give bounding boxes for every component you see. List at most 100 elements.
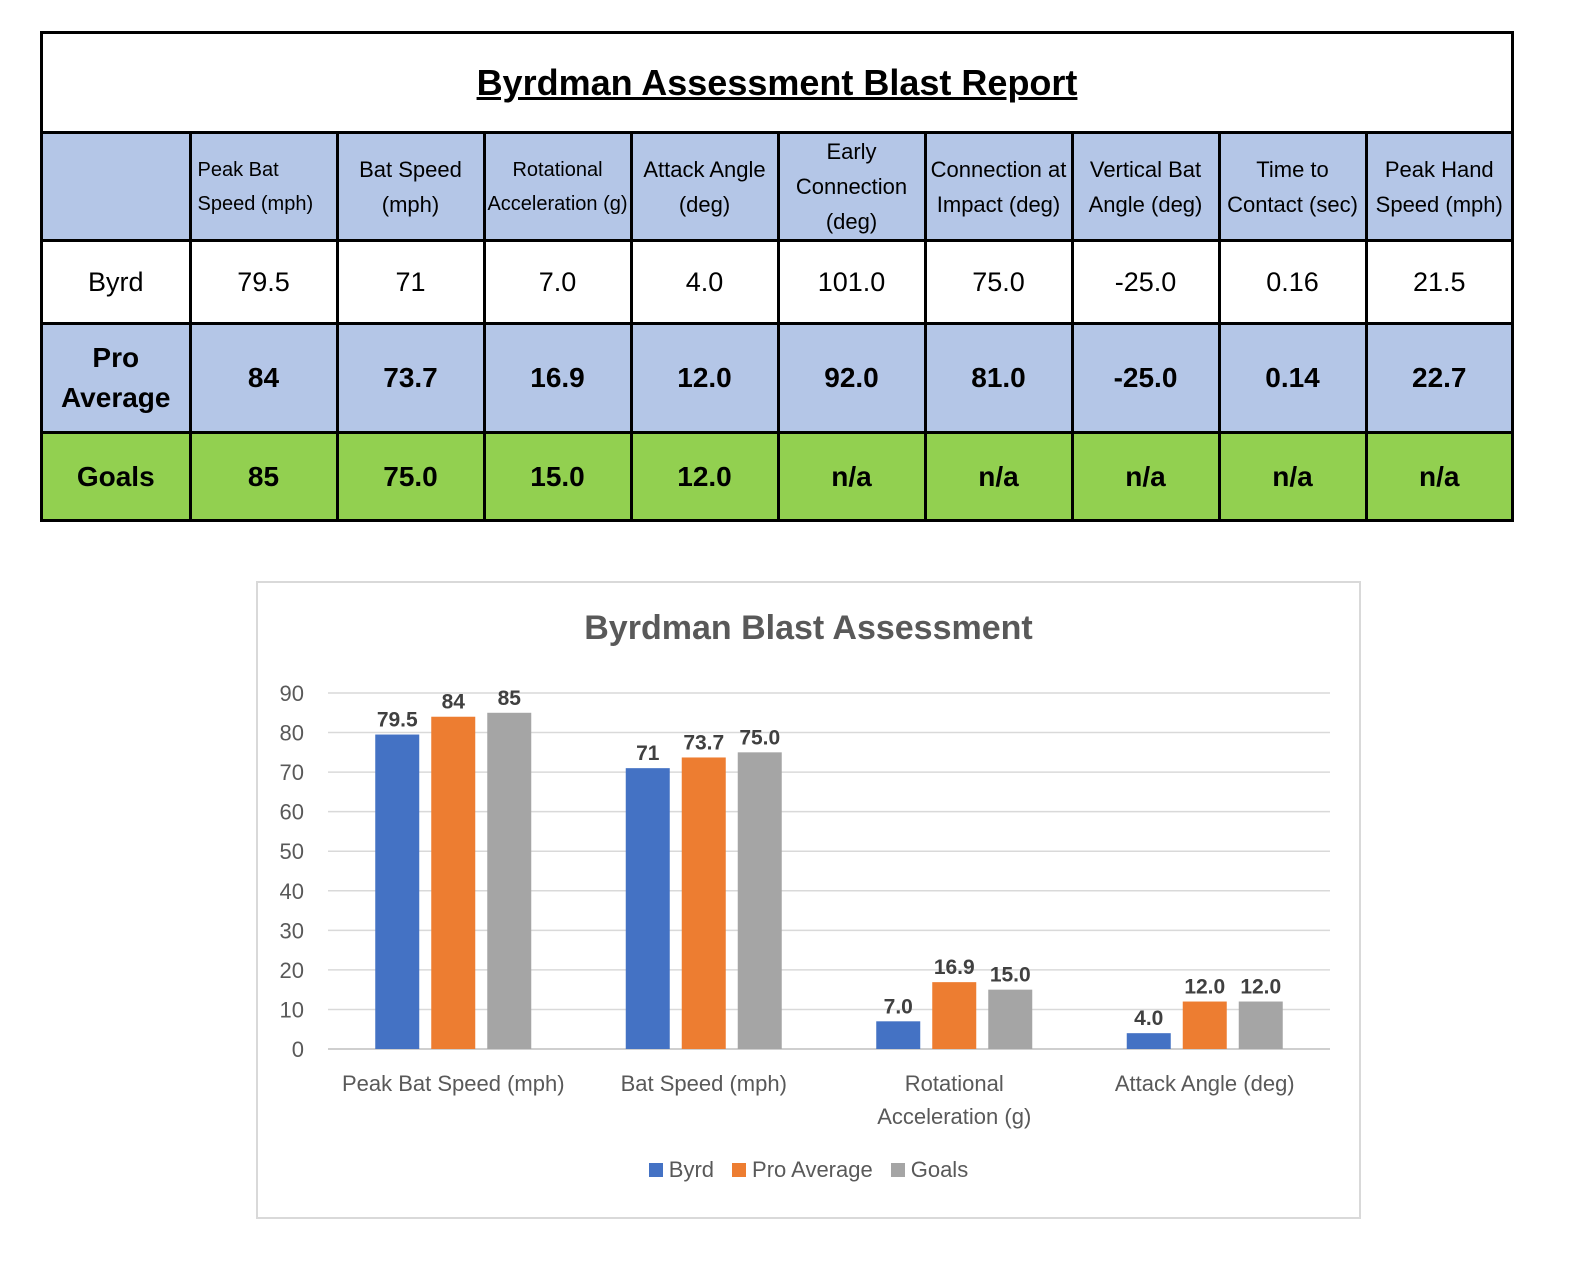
- bar: [1238, 1001, 1283, 1049]
- header-cell-time-to-contact: Time to Contact (sec): [1219, 134, 1368, 242]
- legend-item: Goals: [890, 1157, 969, 1183]
- table-cell: 4.0: [631, 240, 780, 325]
- bar: [737, 752, 782, 1049]
- data-label: 71: [636, 742, 660, 765]
- table-row-byrd: Byrd 79.5 71 7.0 4.0 101.0 75.0 -25.0 0.…: [43, 240, 1511, 325]
- table-cell: 16.9: [484, 323, 633, 434]
- bar: [375, 734, 420, 1049]
- header-row: Peak Bat Speed (mph) Bat Speed (mph) Rot…: [43, 134, 1511, 242]
- table-cell: n/a: [925, 432, 1074, 519]
- bar: [876, 1021, 921, 1049]
- table-cell: 0.16: [1219, 240, 1368, 325]
- legend-item: Byrd: [648, 1157, 715, 1183]
- table-cell: 79.5: [190, 240, 339, 325]
- x-tick-label: Rotational: [905, 1071, 1004, 1096]
- y-tick-label: 30: [280, 918, 304, 943]
- bar: [932, 982, 977, 1049]
- data-label: 75.0: [739, 726, 780, 749]
- row-label-byrd: Byrd: [43, 240, 192, 325]
- table-cell: 84: [190, 323, 339, 434]
- y-tick-label: 20: [280, 958, 304, 983]
- legend-label: Goals: [910, 1157, 969, 1182]
- table-cell: n/a: [1072, 432, 1221, 519]
- table-cell: 71: [337, 240, 486, 325]
- table-cell: n/a: [1219, 432, 1368, 519]
- legend-swatch: [890, 1163, 905, 1177]
- data-label: 7.0: [884, 995, 913, 1018]
- legend-swatch: [732, 1163, 747, 1177]
- row-label-goals: Goals: [43, 432, 192, 519]
- header-cell-peak-bat-speed: Peak Bat Speed (mph): [190, 134, 339, 242]
- table-cell: 7.0: [484, 240, 633, 325]
- bar: [988, 989, 1033, 1049]
- header-cell-early-connection: Early Connection (deg): [778, 134, 927, 242]
- header-cell-vertical-bat-angle: Vertical Bat Angle (deg): [1072, 134, 1221, 242]
- row-label-pro-average-text: Pro Average: [61, 342, 171, 413]
- table-cell: -25.0: [1072, 323, 1221, 434]
- data-label: 4.0: [1134, 1007, 1163, 1030]
- table-cell: 92.0: [778, 323, 927, 434]
- legend-label: Pro Average: [752, 1157, 873, 1182]
- x-tick-label: Bat Speed (mph): [621, 1071, 787, 1096]
- table-cell: -25.0: [1072, 240, 1221, 325]
- x-tick-label: Attack Angle (deg): [1115, 1071, 1295, 1096]
- table-cell: 73.7: [337, 323, 486, 434]
- y-tick-label: 10: [280, 997, 304, 1022]
- table-cell: 22.7: [1366, 323, 1511, 434]
- report-title: Byrdman Assessment Blast Report: [476, 61, 1078, 103]
- y-tick-label: 0: [292, 1037, 304, 1062]
- chart-title: Byrdman Blast Assessment: [584, 609, 1033, 647]
- y-tick-label: 70: [280, 760, 304, 785]
- data-label: 12.0: [1240, 976, 1281, 999]
- legend-swatch: [648, 1163, 663, 1177]
- chart-legend: Byrd Pro Average Goals: [258, 1157, 1359, 1183]
- bar-chart: 0 10 20 30 40 50 60 70 80 90 79.5 84 85 Peak Bat Spee…: [280, 681, 1330, 1129]
- header-cell-connection-at-impact: Connection at Impact (deg): [925, 134, 1074, 242]
- table-row-pro-average: Pro Average 84 73.7 16.9 12.0 92.0 81.0 …: [43, 323, 1511, 434]
- table-cell: 75.0: [925, 240, 1074, 325]
- bar: [431, 716, 476, 1049]
- data-label: 73.7: [683, 731, 724, 754]
- table-cell: 0.14: [1219, 323, 1368, 434]
- y-tick-label: 90: [280, 681, 304, 706]
- table-cell: 101.0: [778, 240, 927, 325]
- table-cell: 12.0: [631, 323, 780, 434]
- data-label: 85: [498, 687, 522, 710]
- bar: [487, 712, 532, 1049]
- table-cell: 12.0: [631, 432, 780, 519]
- y-tick-label: 80: [280, 721, 304, 746]
- header-cell-peak-hand-speed: Peak Hand Speed (mph): [1366, 134, 1511, 242]
- table-cell: n/a: [778, 432, 927, 519]
- header-cell-rotational-acceleration: Rotational Acceleration (g): [484, 134, 633, 242]
- data-label: 15.0: [990, 964, 1031, 987]
- y-tick-label: 40: [280, 879, 304, 904]
- x-tick-label: Peak Bat Speed (mph): [342, 1071, 565, 1096]
- table-row-goals: Goals 85 75.0 15.0 12.0 n/a n/a n/a n/a …: [43, 432, 1511, 519]
- data-label: 12.0: [1184, 976, 1225, 999]
- header-cell-attack-angle: Attack Angle (deg): [631, 134, 780, 242]
- data-label: 79.5: [377, 709, 418, 732]
- bar: [625, 768, 670, 1049]
- table-cell: 85: [190, 432, 339, 519]
- legend-item: Pro Average: [732, 1157, 873, 1183]
- table-cell: 21.5: [1366, 240, 1511, 325]
- bar: [1182, 1001, 1227, 1049]
- x-tick-label: Acceleration (g): [877, 1104, 1031, 1129]
- header-cell-empty: [43, 134, 192, 242]
- table-cell: n/a: [1366, 432, 1511, 519]
- table-cell: 15.0: [484, 432, 633, 519]
- metrics-table: Peak Bat Speed (mph) Bat Speed (mph) Rot…: [43, 134, 1511, 519]
- report-title-cell: Byrdman Assessment Blast Report: [43, 34, 1511, 134]
- bar: [1126, 1033, 1171, 1049]
- table-cell: 81.0: [925, 323, 1074, 434]
- y-tick-label: 50: [280, 839, 304, 864]
- data-label: 16.9: [934, 956, 975, 979]
- legend-label: Byrd: [668, 1157, 715, 1182]
- table-cell: 75.0: [337, 432, 486, 519]
- bar: [681, 757, 726, 1049]
- y-tick-label: 60: [280, 800, 304, 825]
- data-label: 84: [442, 691, 466, 714]
- chart-container: 0 10 20 30 40 50 60 70 80 90 79.5 84 85 Peak Bat Spee…: [256, 581, 1361, 1219]
- blast-report-table: Byrdman Assessment Blast Report Peak Bat…: [40, 31, 1514, 522]
- row-label-pro-average: Pro Average: [43, 323, 192, 434]
